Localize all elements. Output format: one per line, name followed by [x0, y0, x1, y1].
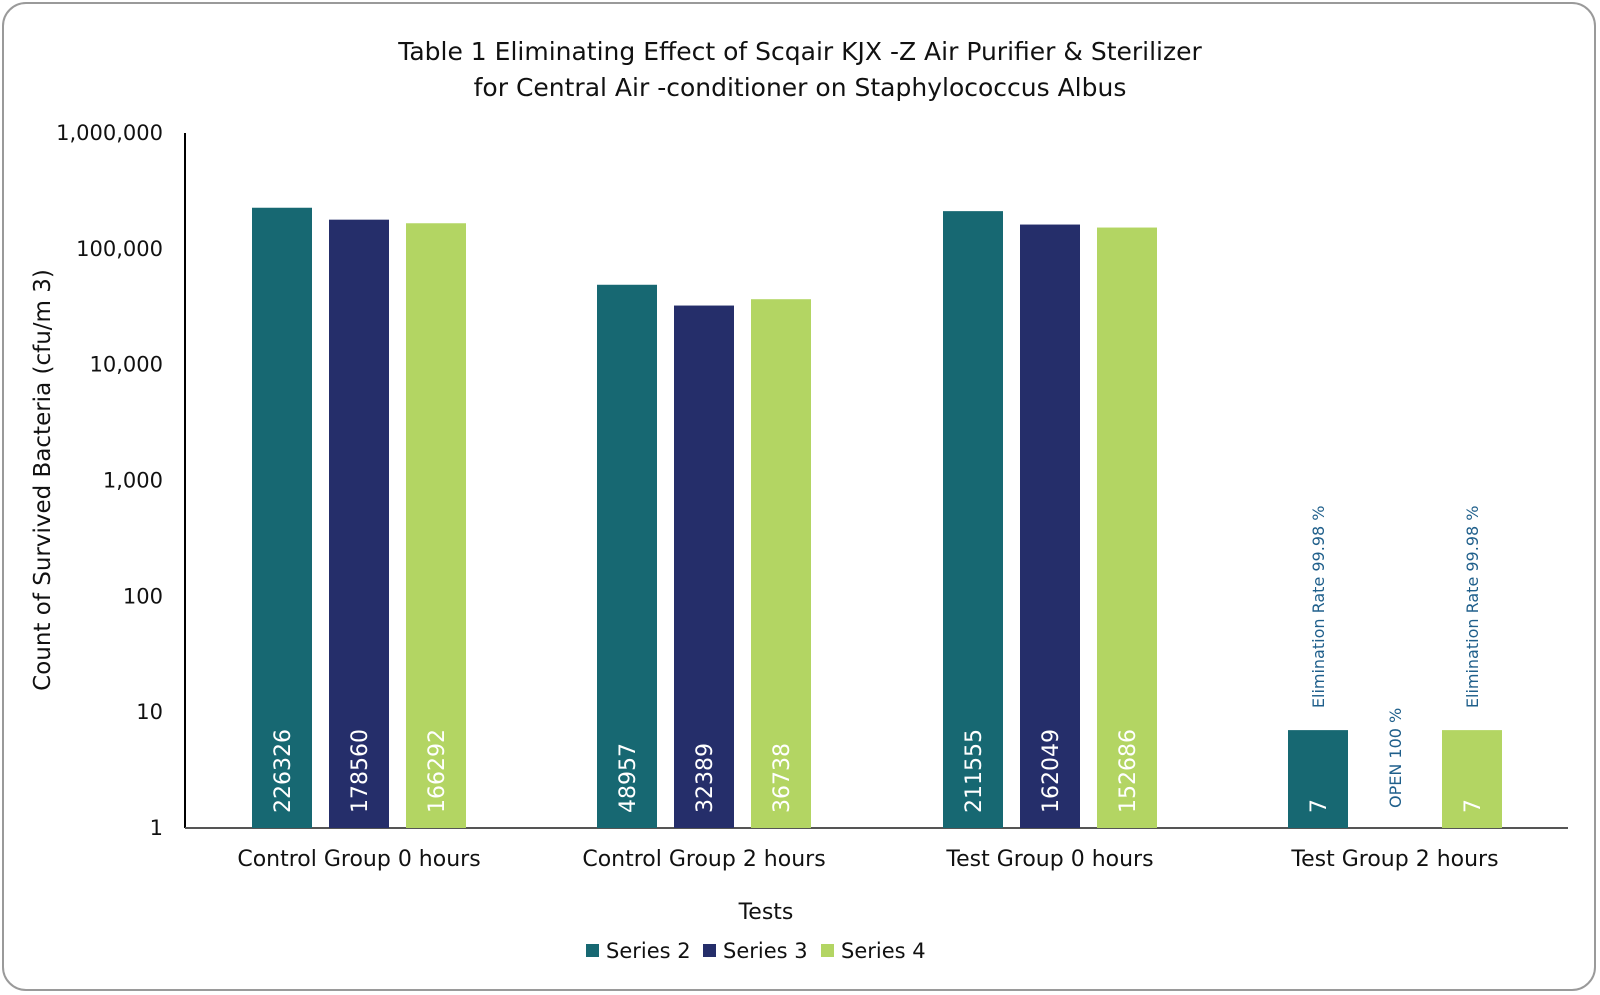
y-tick-label: 100,000	[76, 237, 163, 261]
bar-series-3-cat2	[674, 305, 734, 828]
bar-data-label: 211555	[962, 729, 987, 813]
bar-data-label: 7	[1307, 799, 1332, 813]
y-tick-label: 10	[136, 700, 163, 724]
y-tick-label: 1,000	[103, 469, 163, 493]
bar-data-label: 226326	[271, 729, 296, 813]
bar-data-label: 36738	[770, 743, 795, 813]
bar-series-3-cat1	[329, 219, 389, 828]
legend-swatch	[703, 944, 716, 957]
x-axis-title: Tests	[738, 900, 794, 925]
elimination-annotation: OPEN 100 %	[1386, 708, 1405, 808]
x-tick-label: Control Group 2 hours	[582, 847, 825, 872]
bar-series-4-cat3	[1097, 227, 1157, 828]
y-tick-label: 10,000	[90, 353, 163, 377]
y-axis-title: Count of Survived Bacteria (cfu/m 3)	[30, 269, 56, 691]
x-tick-label: Test Group 2 hours	[1290, 847, 1498, 872]
bar-data-label: 162049	[1039, 729, 1064, 813]
bar-data-label: 178560	[348, 729, 373, 813]
bar-series-4-cat1	[406, 223, 466, 828]
bar-series-2-cat1	[252, 207, 312, 828]
legend-swatch	[821, 944, 834, 957]
bar-data-label: 152686	[1116, 729, 1141, 813]
x-tick-label: Test Group 0 hours	[945, 847, 1153, 872]
bar-series-4-cat4	[1442, 730, 1502, 828]
bar-series-2-cat2	[597, 284, 657, 828]
bar-data-label: 7	[1461, 799, 1486, 813]
elimination-annotation: Elimination Rate 99.98 %	[1463, 506, 1482, 709]
x-tick-label: Control Group 0 hours	[237, 847, 480, 872]
y-tick-label: 100	[123, 584, 163, 608]
bar-series-2-cat4	[1288, 730, 1348, 828]
legend-swatch	[586, 944, 599, 957]
bar-data-label: 32389	[693, 743, 718, 813]
bar-series-2-cat3	[943, 211, 1003, 828]
legend-label: Series 4	[841, 939, 926, 963]
legend-label: Series 3	[723, 939, 808, 963]
bar-data-label: 166292	[425, 729, 450, 813]
elimination-annotation: Elimination Rate 99.98 %	[1309, 506, 1328, 709]
bar-data-label: 48957	[616, 743, 641, 813]
y-tick-label: 1	[150, 816, 163, 840]
chart-title-line: for Central Air -conditioner on Staphylo…	[474, 73, 1127, 102]
chart-title-line: Table 1 Eliminating Effect of Scqair KJX…	[397, 37, 1202, 66]
legend-label: Series 2	[606, 939, 691, 963]
bar-series-4-cat2	[751, 299, 811, 828]
y-tick-label: 1,000,000	[56, 121, 163, 145]
bar-series-3-cat3	[1020, 224, 1080, 828]
